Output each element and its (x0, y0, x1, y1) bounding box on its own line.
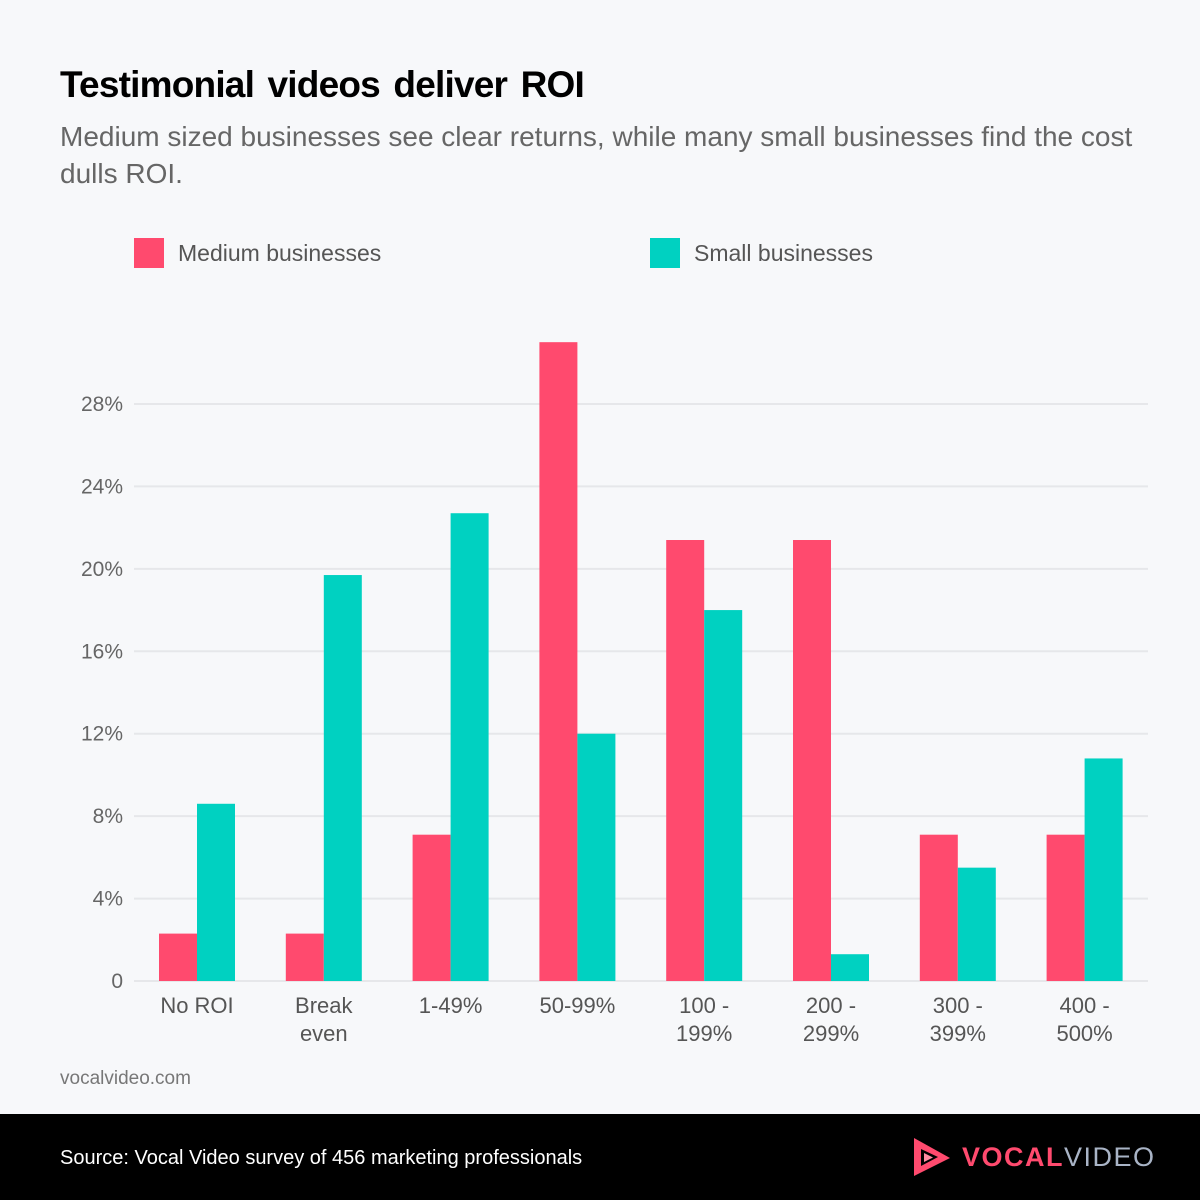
legend-item-medium: Medium businesses (134, 238, 381, 268)
y-tick-label: 28% (81, 393, 123, 416)
x-tick-label: 50-99% (539, 993, 615, 1018)
bar-medium (919, 834, 958, 981)
x-tick-label: 100 -199% (676, 993, 732, 1046)
bar-medium (539, 342, 578, 981)
logo-vocal-text: VOCAL (962, 1141, 1064, 1172)
bar-small (323, 575, 362, 981)
y-tick-label: 4% (93, 888, 123, 911)
legend-swatch-small (650, 238, 680, 268)
chart-subtitle: Medium sized businesses see clear return… (60, 121, 1133, 189)
y-tick-label: 20% (81, 558, 123, 581)
bar-small (577, 733, 616, 981)
legend-label-small: Small businesses (694, 239, 873, 266)
chart-title: Testimonial videos deliver ROI (60, 64, 585, 105)
vocal-video-logo: VOCALVIDEO (912, 1134, 1156, 1180)
x-tick-label: 200 -299% (803, 993, 859, 1046)
legend-swatch-medium (134, 238, 164, 268)
credit-text: vocalvideo.com (60, 1068, 191, 1089)
y-tick-label: 16% (81, 640, 123, 663)
y-tick-label: 0 (111, 970, 123, 993)
bar-small (450, 513, 489, 981)
bar-medium (666, 540, 705, 981)
y-tick-label: 12% (81, 723, 123, 746)
bar-medium (285, 933, 324, 981)
bar-small (957, 867, 996, 981)
x-tick-label: 1-49% (419, 993, 483, 1018)
bar-medium (412, 834, 451, 981)
logo-video-text: VIDEO (1064, 1141, 1156, 1172)
y-tick-label: 8% (93, 805, 123, 828)
x-tick-label: 400 -500% (1056, 993, 1112, 1046)
bar-small (1084, 758, 1123, 981)
y-axis-ticks: 0 4% 8% 12% 16% 20% 24% 28% (81, 393, 123, 993)
x-tick-label: No ROI (160, 993, 233, 1018)
x-tick-label: 300 -399% (930, 993, 986, 1046)
legend-label-medium: Medium businesses (178, 239, 382, 266)
bar-small (831, 954, 869, 981)
legend-item-small: Small businesses (650, 238, 873, 268)
bars (159, 342, 1123, 981)
bar-medium (159, 933, 197, 981)
source-text: Source: Vocal Video survey of 456 market… (60, 1147, 583, 1169)
y-tick-label: 24% (81, 475, 123, 498)
gridlines (134, 403, 1148, 982)
bar-medium (793, 540, 831, 981)
play-logo-icon (914, 1138, 950, 1176)
x-tick-label: Break even (295, 993, 353, 1046)
legend: Medium businesses Small businesses (134, 238, 1034, 270)
bar-small (197, 803, 235, 981)
bar-medium (1046, 834, 1085, 981)
bar-chart: 0 4% 8% 12% 16% 20% 24% 28% No ROI Break even 1-49… (81, 342, 1148, 1046)
x-axis-ticks: No ROI Break even 1-49% 50-99% 100 -199% 200 -… (160, 993, 1112, 1046)
bar-small (704, 610, 743, 981)
footer: Source: Vocal Video survey of 456 market… (0, 1114, 1200, 1200)
